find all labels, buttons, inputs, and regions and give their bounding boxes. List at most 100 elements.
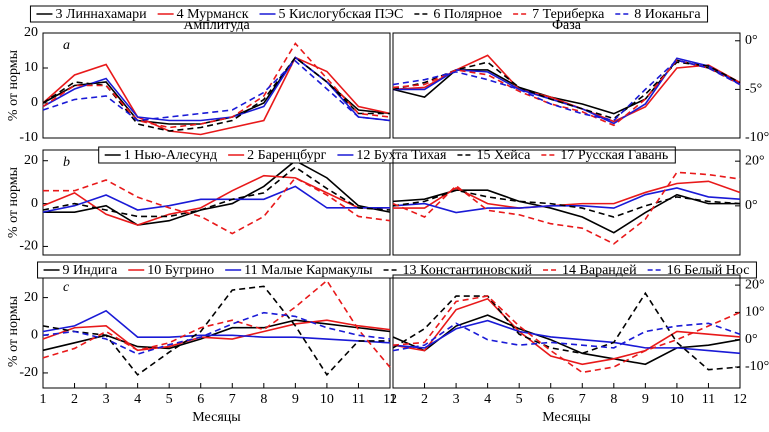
legend: 1 Нью-Алесунд 2 Баренцбург 12 Бухта Тихая 1… bbox=[98, 146, 676, 164]
y-tick-label: -5° bbox=[745, 82, 762, 97]
series-line bbox=[392, 322, 741, 352]
plot-frame bbox=[392, 274, 741, 389]
legend-label: 7 Териберка bbox=[532, 7, 605, 22]
panel-label: a bbox=[63, 38, 70, 53]
panel-label: c bbox=[63, 280, 70, 295]
series-line bbox=[392, 61, 741, 120]
series-line bbox=[392, 59, 741, 115]
legend-box bbox=[29, 5, 709, 23]
legend-label: 1 Нью-Алесунд bbox=[124, 148, 217, 163]
legend-label: 17 Русская Гавань bbox=[560, 148, 668, 163]
x-tick-label: 1 bbox=[40, 392, 47, 407]
x-tick-label: 7 bbox=[229, 392, 236, 407]
panel-title: Фаза bbox=[552, 18, 582, 33]
x-tick-label: 8 bbox=[260, 392, 267, 407]
series-line bbox=[392, 59, 741, 127]
series-line bbox=[42, 319, 391, 352]
series-line bbox=[42, 185, 390, 213]
x-tick-label: 2 bbox=[421, 392, 428, 407]
legend-label: 13 Константиновский bbox=[403, 263, 533, 278]
x-tick-label: 5 bbox=[516, 392, 523, 407]
series-line bbox=[42, 166, 391, 218]
y-tick-label: 20 bbox=[24, 290, 38, 305]
legend-box bbox=[98, 146, 676, 164]
y-tick-label: -10° bbox=[745, 359, 769, 374]
x-tick-label: 11 bbox=[702, 392, 715, 407]
series-line bbox=[392, 314, 741, 366]
legend: 9 Индига 10 Бугрино 11 Малые Кармакулы 13 К… bbox=[37, 261, 757, 279]
series-line bbox=[392, 295, 741, 374]
x-tick-label: 12 bbox=[383, 392, 397, 407]
y-tick-label: 20° bbox=[745, 153, 765, 168]
x-tick-label: 6 bbox=[547, 392, 554, 407]
y-tick-label: 0° bbox=[745, 33, 758, 48]
series-line bbox=[392, 291, 741, 371]
x-tick-label: 1 bbox=[390, 392, 397, 407]
x-tick-label: 10 bbox=[320, 392, 334, 407]
plot-frame bbox=[42, 149, 391, 256]
x-tick-label: 5 bbox=[166, 392, 173, 407]
series-line bbox=[392, 297, 741, 366]
x-axis-label: Месяцы bbox=[192, 410, 241, 425]
y-tick-label: 10° bbox=[745, 305, 765, 320]
x-tick-label: 6 bbox=[197, 392, 204, 407]
y-axis-label: % от нормы bbox=[6, 295, 21, 367]
x-tick-label: 4 bbox=[134, 392, 141, 407]
plot-frame bbox=[392, 32, 741, 139]
x-tick-label: 9 bbox=[292, 392, 299, 407]
legend-label: 4 Мурманск bbox=[177, 7, 249, 22]
series-line bbox=[42, 56, 391, 136]
plot-frame bbox=[42, 32, 391, 139]
y-tick-label: 20 bbox=[24, 153, 38, 168]
series-line bbox=[43, 159, 391, 226]
y-tick-label: -20 bbox=[19, 239, 38, 254]
series-line bbox=[42, 42, 391, 129]
series-line bbox=[392, 319, 741, 355]
series-line bbox=[42, 319, 391, 352]
series-line bbox=[42, 309, 391, 344]
series-line bbox=[42, 285, 390, 377]
legend-label: 8 Иоканьга bbox=[634, 7, 701, 22]
y-axis-label: % от нормы bbox=[6, 166, 21, 238]
x-tick-label: 2 bbox=[71, 392, 78, 407]
x-tick-label: 12 bbox=[733, 392, 747, 407]
legend-label: 6 Полярное bbox=[433, 7, 502, 22]
y-tick-label: 10 bbox=[24, 60, 38, 75]
legend: 3 Линнахамари 4 Мурманск 5 Кислогубская ПЭ… bbox=[29, 5, 709, 23]
legend-label: 11 Малые Кармакулы bbox=[244, 263, 373, 278]
y-axis-label: % от нормы bbox=[6, 49, 21, 121]
y-tick-label: 20° bbox=[745, 277, 765, 292]
x-tick-label: 4 bbox=[484, 392, 491, 407]
x-tick-label: 10 bbox=[670, 392, 684, 407]
series-line bbox=[42, 279, 391, 368]
y-tick-label: 0 bbox=[31, 95, 38, 110]
x-tick-label: 11 bbox=[352, 392, 365, 407]
y-tick-label: -20 bbox=[19, 365, 38, 380]
x-tick-label: 7 bbox=[579, 392, 586, 407]
y-tick-label: -10° bbox=[745, 130, 769, 145]
legend-label: 16 Белый Нос bbox=[667, 263, 750, 278]
y-tick-label: -10 bbox=[19, 130, 38, 145]
series-line bbox=[42, 311, 391, 355]
legend-label: 15 Хейса bbox=[476, 148, 531, 163]
legend-label: 2 Баренцбург bbox=[247, 148, 327, 163]
legend-label: 14 Варандей bbox=[562, 263, 637, 278]
x-tick-label: 9 bbox=[642, 392, 649, 407]
y-tick-label: 0° bbox=[745, 332, 758, 347]
series-line bbox=[392, 171, 741, 245]
legend-label: 9 Индига bbox=[63, 263, 118, 278]
x-tick-label: 3 bbox=[453, 392, 460, 407]
x-tick-label: 3 bbox=[103, 392, 110, 407]
series-line bbox=[392, 187, 741, 214]
legend-label: 10 Бугрино bbox=[147, 263, 214, 278]
y-tick-label: 0 bbox=[31, 196, 38, 211]
plot-frame bbox=[392, 149, 741, 256]
legend-label: 12 Бухта Тихая bbox=[356, 148, 447, 163]
y-tick-label: 0° bbox=[745, 198, 758, 213]
x-axis-label: Месяцы bbox=[542, 410, 591, 425]
legend-box bbox=[37, 261, 757, 279]
series-line bbox=[393, 57, 741, 125]
series-line bbox=[43, 176, 391, 235]
series-line bbox=[392, 59, 741, 122]
